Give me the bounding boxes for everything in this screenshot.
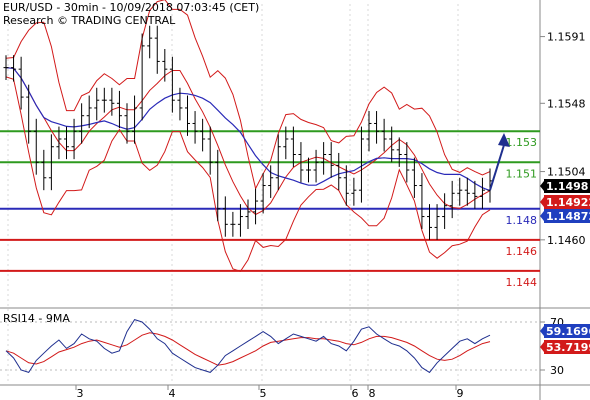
price-badge-label: 1.14922 [546, 196, 590, 209]
rsi-badge-label: 59.1696 [546, 325, 590, 338]
price-tick-label: 1.1548 [547, 97, 586, 110]
chart-title: EUR/USD - 30min - 10/09/2018 07:03:45 (C… [3, 1, 260, 14]
price-badge-label: 1.14872 [546, 210, 590, 223]
rsi-label: RSI14 - 9MA [3, 312, 70, 325]
x-tick-label: 4 [169, 387, 176, 400]
x-tick-label: 8 [369, 387, 376, 400]
x-tick-label: 3 [77, 387, 84, 400]
price-badge: 1.14922 [540, 195, 590, 209]
level-label: 1.153 [506, 136, 538, 149]
price-tick-label: 1.1504 [547, 166, 586, 179]
price-badge-pointer [540, 211, 544, 221]
moving-average-fast [5, 67, 491, 216]
price-badge: 1.1498 [540, 179, 590, 193]
x-tick-label: 5 [260, 387, 267, 400]
price-badge: 1.14872 [540, 209, 590, 223]
rsi-badge-box [544, 340, 590, 354]
rsi-badge-box [544, 324, 590, 338]
moving-average-slow [5, 67, 491, 192]
x-tick-label: 9 [457, 387, 464, 400]
bollinger-upper-band [5, 0, 491, 190]
price-badge-box [544, 195, 590, 209]
level-label: 1.151 [506, 167, 538, 180]
rsi-line [5, 319, 491, 374]
price-badge-pointer [540, 197, 544, 207]
chart-subtitle: Research © TRADING CENTRAL [3, 14, 176, 27]
rsi-badge-label: 53.7199 [546, 341, 590, 354]
price-badge-pointer [540, 181, 544, 191]
level-label: 1.148 [506, 214, 538, 227]
price-badge-box [544, 179, 590, 193]
forecast-arrow [489, 144, 505, 191]
rsi-badge-pointer [540, 326, 544, 336]
level-label: 1.146 [506, 245, 538, 258]
bollinger-lower-band [5, 76, 491, 272]
x-tick-label: 6 [352, 387, 359, 400]
rsi-badge: 59.1696 [540, 324, 590, 338]
rsi-badge: 53.7199 [540, 340, 590, 354]
forecast-arrow-head [498, 132, 510, 147]
price-tick-label: 1.1591 [547, 31, 586, 44]
level-label: 1.144 [506, 276, 538, 289]
price-badge-box [544, 209, 590, 223]
price-badge-label: 1.1498 [546, 180, 588, 193]
rsi-ma-line [5, 332, 491, 366]
rsi-tick-label: 30 [550, 364, 564, 377]
rsi-badge-pointer [540, 342, 544, 352]
price-tick-label: 1.1460 [547, 234, 586, 247]
